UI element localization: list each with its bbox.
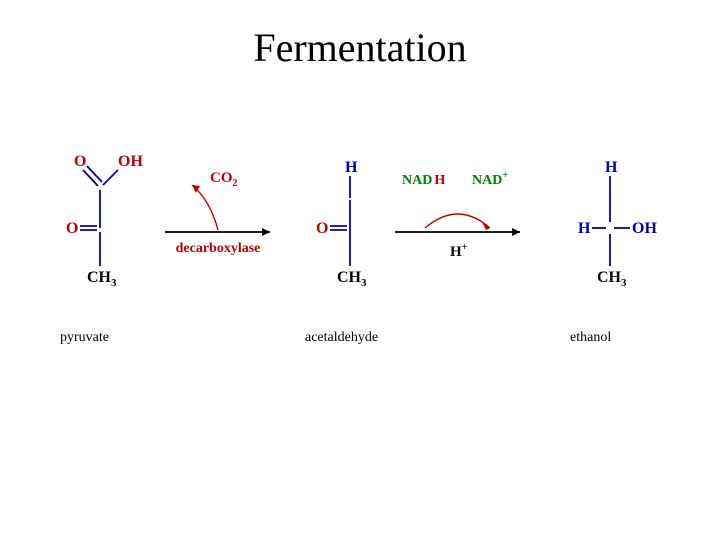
caption-pyruvate: pyruvate <box>60 330 109 346</box>
page-title: Fermentation <box>0 24 720 71</box>
reaction-arrow-2: NADH NAD+ H+ <box>395 170 520 260</box>
cofactor-nadplus: NAD+ <box>472 170 508 188</box>
molecule-pyruvate: O OH O CH3 <box>66 153 143 289</box>
cofactor-nadh: NADH <box>402 173 445 188</box>
enzyme-decarboxylase: decarboxylase <box>176 241 261 256</box>
reaction-diagram: O OH O CH3 <box>50 140 670 320</box>
hplus-label: H+ <box>450 242 468 260</box>
atom-OH-top: OH <box>118 153 143 170</box>
molecule-acetaldehyde: H O CH3 <box>316 159 367 289</box>
atom-H-left: H <box>578 220 591 237</box>
atom-O-mid: O <box>316 220 328 237</box>
atom-O-mid: O <box>66 220 78 237</box>
atom-OH-right: OH <box>632 220 657 237</box>
caption-ethanol: ethanol <box>570 330 611 346</box>
atom-H-top: H <box>605 159 618 176</box>
atom-CH3: CH3 <box>597 269 627 289</box>
leaving-co2: CO2 <box>210 170 238 189</box>
caption-acetaldehyde: acetaldehyde <box>305 330 378 346</box>
atom-O-top: O <box>74 153 86 170</box>
atom-CH3: CH3 <box>337 269 367 289</box>
molecule-ethanol: H H OH CH3 <box>578 159 657 289</box>
atom-H-top: H <box>345 159 358 176</box>
atom-CH3: CH3 <box>87 269 117 289</box>
reaction-arrow-1: CO2 decarboxylase <box>165 170 270 256</box>
molecule-captions: pyruvate acetaldehyde ethanol <box>50 330 670 360</box>
